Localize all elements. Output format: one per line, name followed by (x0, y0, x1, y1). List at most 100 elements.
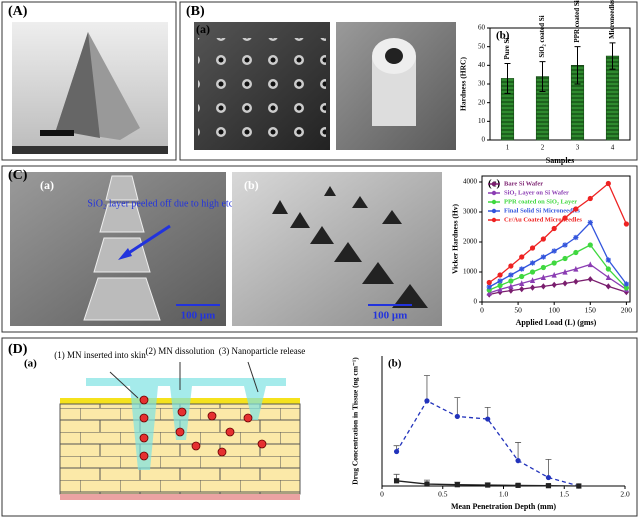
panel-label: (B) (186, 4, 205, 19)
scale-label: 100 μm (373, 310, 408, 322)
legend-marker (491, 217, 497, 223)
marker (573, 265, 579, 272)
marker (562, 255, 568, 262)
bar-label: PPR coated SiO₂ (573, 0, 581, 43)
marker (551, 225, 557, 232)
marker (485, 482, 491, 488)
pyramid-face (56, 32, 100, 138)
marker (540, 283, 546, 290)
marker (486, 289, 492, 296)
x-axis-label: Samples (546, 156, 574, 165)
marker (587, 219, 593, 226)
legend-label: PPR coated on SiO₂ Layer (504, 198, 577, 205)
marker (551, 260, 557, 266)
marker (519, 266, 525, 272)
marker (551, 248, 557, 254)
error-bar (545, 458, 552, 478)
legend-marker (491, 181, 497, 187)
x-tick-label: 0.5 (438, 490, 448, 499)
marker (623, 281, 629, 287)
marker (454, 482, 460, 488)
error-bar (574, 46, 581, 85)
sub-label: (a) (196, 22, 210, 36)
x-tick-label: 1.5 (560, 490, 570, 499)
marker (519, 286, 525, 293)
y-tick-label: 3000 (463, 208, 478, 216)
x-tick-label: 2 (541, 144, 545, 152)
error-bar (609, 42, 616, 70)
marker (529, 260, 536, 266)
marker (508, 272, 514, 278)
marker (393, 478, 400, 484)
legend-label: Final Solid Si Microneedles (504, 207, 580, 214)
marker (497, 289, 503, 296)
marker (515, 458, 521, 464)
marker (424, 481, 430, 487)
marker (551, 271, 557, 278)
marker (573, 206, 579, 212)
pyramids (272, 186, 428, 308)
marker (529, 245, 536, 251)
x-axis-label: Applied Load (L) (gms) (516, 318, 597, 327)
marker (497, 278, 503, 284)
annotation: SiO₂ layer peeled off due to high etchan… (87, 198, 301, 209)
marker (573, 278, 579, 285)
step-label: (1) MN inserted into skin (54, 350, 146, 360)
marker (545, 474, 552, 481)
x-tick-label: 4 (611, 144, 615, 152)
y-axis-label: Drug Concentration in Tissue (ng cm⁻¹) (351, 357, 360, 485)
panel-label: (C) (8, 168, 28, 183)
legend-marker (491, 190, 497, 196)
trapezoids (83, 175, 161, 321)
y-tick-label: 40 (478, 61, 486, 69)
marker (486, 284, 492, 290)
y-tick-label: 10 (478, 117, 486, 125)
x-tick-label: 150 (585, 306, 597, 315)
error-bar (504, 62, 511, 94)
x-tick-label: 200 (621, 306, 633, 315)
marker (623, 221, 629, 227)
marker (540, 264, 546, 271)
marker (424, 398, 430, 404)
marker (587, 261, 593, 268)
marker (519, 280, 525, 286)
marker (562, 215, 568, 221)
scale-label: 100 μm (181, 310, 216, 322)
marker (529, 277, 536, 283)
marker (508, 278, 514, 284)
error-bar (539, 61, 546, 92)
marker (540, 236, 546, 242)
bar-label: Pure Si (503, 38, 511, 60)
y-tick-label: 0 (474, 298, 478, 306)
error-bar (423, 375, 430, 401)
x-tick-label: 100 (549, 306, 561, 315)
nanoparticles (139, 395, 267, 461)
y-tick-label: 30 (478, 80, 486, 88)
y-axis-label: Hardness (HRC) (459, 57, 468, 111)
y-tick-label: 50 (478, 42, 486, 50)
step-label: (2) MN dissolution (145, 346, 215, 356)
needle-bore (385, 48, 403, 64)
marker (587, 276, 593, 283)
chart-title: (b) (496, 30, 510, 42)
marker (515, 482, 521, 488)
callout-lines (109, 361, 259, 399)
y-tick-label: 2000 (463, 238, 478, 246)
marker (605, 257, 611, 263)
marker (573, 249, 579, 256)
legend-label: Bare Si Wafer (504, 180, 543, 187)
bar-label: SiO₂ coated Si (538, 15, 546, 57)
marker (485, 416, 491, 422)
chart-title: (b) (388, 358, 402, 370)
marker (576, 483, 582, 489)
marker (454, 413, 460, 420)
marker (605, 266, 611, 272)
legend-label: Cr/Au Coated Microneedles (504, 216, 582, 223)
x-tick-label: 1.0 (499, 490, 509, 499)
marker (540, 274, 546, 280)
bar-label: Microneedles (608, 0, 616, 39)
y-tick-label: 4000 (463, 178, 478, 186)
y-axis-label: Vicker Hardness (Hv) (451, 204, 460, 274)
needle-array (198, 38, 326, 144)
